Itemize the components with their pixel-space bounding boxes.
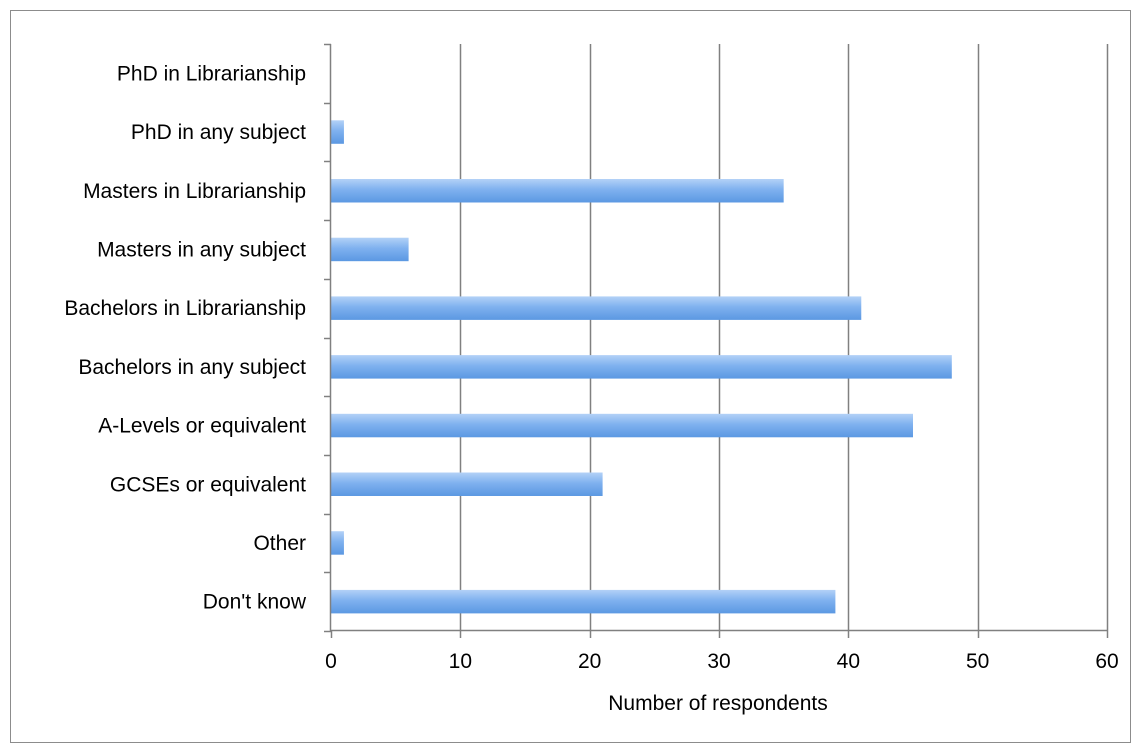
category-label-5: Bachelors in any subject [78,356,306,379]
category-label-7: GCSEs or equivalent [110,473,306,496]
x-tick-label-40: 40 [837,650,860,673]
x-axis-title: Number of respondents [608,692,827,715]
x-tick-label-30: 30 [707,650,730,673]
bars [331,120,952,614]
bar-7 [331,472,603,496]
bar-9 [331,589,836,614]
category-label-4: Bachelors in Librarianship [64,297,306,320]
bar-1 [331,120,344,144]
category-label-1: PhD in any subject [131,121,306,144]
labels: PhD in Librarianship PhD in any subject Ma… [64,62,1118,673]
category-label-6: A-Levels or equivalent [98,415,306,438]
x-tick-label-0: 0 [325,650,337,673]
bar-3 [331,237,409,262]
bar-4 [331,296,862,320]
grid-lines [459,44,1109,631]
category-label-3: Masters in any subject [97,238,306,261]
x-tick-label-60: 60 [1095,650,1118,673]
x-tick-label-10: 10 [449,650,472,673]
bar-8 [331,531,344,555]
bar-2 [331,179,784,203]
category-label-0: PhD in Librarianship [117,62,306,85]
category-label-2: Masters in Librarianship [83,180,306,203]
bar-6 [331,413,913,438]
category-label-9: Don't know [203,591,307,614]
axes [324,43,1109,638]
bar-5 [331,355,952,379]
category-label-8: Other [253,532,306,555]
x-tick-label-50: 50 [966,650,989,673]
x-tick-label-20: 20 [578,650,601,673]
